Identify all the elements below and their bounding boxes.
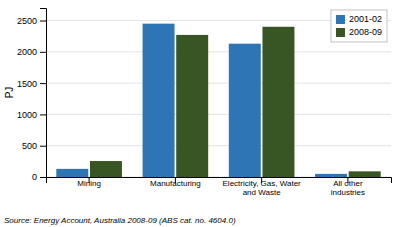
y-tick-mark	[40, 146, 46, 147]
legend-swatch	[336, 15, 345, 24]
x-axis: Mining Manufacturing Electricity, Gas, Wat…	[47, 177, 392, 197]
x-tick-label: All otherindustries	[331, 179, 365, 197]
x-tick: Manufacturing	[150, 177, 201, 188]
y-tick-mark	[40, 52, 46, 53]
bar	[315, 174, 347, 177]
x-tick-label-line: industries	[331, 188, 365, 197]
bar	[349, 171, 381, 177]
grid-line	[46, 51, 391, 52]
bar	[90, 161, 122, 177]
y-tick-mark	[40, 83, 46, 84]
x-tick-label: Manufacturing	[150, 179, 201, 188]
x-tick: Electricity, Gas, Waterand Waste	[223, 177, 302, 197]
bar	[262, 27, 294, 177]
y-tick-label: 2000	[17, 47, 37, 57]
y-tick-label: 0	[32, 172, 37, 182]
chart: 0 500 1000 1500 2000 2500 Mining Manufacturing E…	[0, 0, 397, 227]
legend-label: 2008-09	[349, 27, 382, 37]
y-tick-mark	[40, 177, 46, 178]
x-tick-label: Electricity, Gas, Waterand Waste	[223, 179, 302, 197]
x-tick-label-line: Mining	[77, 179, 101, 188]
grid-line	[46, 83, 391, 84]
y-tick-label: 2500	[17, 16, 37, 26]
legend-frame	[331, 10, 387, 42]
y-tick-mark	[40, 21, 46, 22]
legend-item: 2001-02	[336, 14, 382, 24]
y-tick: 2000	[17, 47, 46, 57]
grid-line	[46, 145, 391, 146]
legend-swatch	[336, 28, 345, 37]
y-tick: 500	[22, 141, 46, 151]
bar	[143, 24, 175, 177]
y-tick-label: 500	[22, 141, 37, 151]
y-tick-mark	[40, 114, 46, 115]
x-tick: Mining	[77, 177, 101, 188]
y-axis-line	[40, 9, 47, 178]
bar	[56, 169, 88, 177]
bar	[176, 35, 208, 177]
y-tick: 2500	[17, 16, 46, 26]
y-tick-label: 1500	[17, 78, 37, 88]
bar-series	[56, 24, 347, 177]
bar-series	[90, 27, 381, 177]
plot: 0 500 1000 1500 2000 2500 Mining Manufacturing E…	[17, 9, 392, 197]
y-axis-title: PJ	[4, 87, 15, 99]
x-tick-label-line: and Waste	[243, 188, 281, 197]
x-tick-label: Mining	[77, 179, 101, 188]
y-axis: 0 500 1000 1500 2000 2500	[17, 9, 47, 183]
x-tick-label-line: All other	[333, 179, 363, 188]
x-tick-label-line: Manufacturing	[150, 179, 201, 188]
legend-item: 2008-09	[336, 27, 382, 37]
bars	[56, 24, 380, 177]
x-tick: All otherindustries	[331, 177, 365, 197]
grid	[46, 21, 391, 177]
y-tick: 0	[32, 172, 46, 182]
y-tick: 1500	[17, 78, 46, 88]
source-note: Source: Energy Account, Australia 2008-0…	[4, 216, 236, 225]
y-tick-label: 1000	[17, 110, 37, 120]
x-tick-label-line: Electricity, Gas, Water	[223, 179, 302, 188]
grid-line	[46, 114, 391, 115]
legend: 2001-02 2008-09	[331, 10, 387, 42]
legend-label: 2001-02	[349, 14, 382, 24]
bar	[229, 44, 261, 177]
y-tick: 1000	[17, 110, 46, 120]
